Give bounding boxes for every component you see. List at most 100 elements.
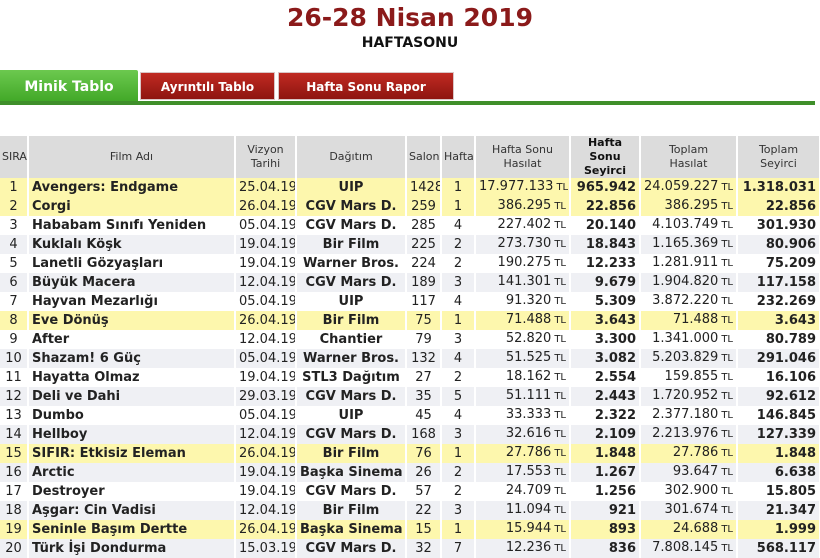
film-title-link[interactable]: Destroyer: [28, 482, 235, 501]
tab-ayrintili-tablo[interactable]: Ayrıntılı Tablo: [140, 72, 275, 100]
currency-label: TL: [554, 334, 566, 345]
distributor-link[interactable]: Bir Film: [296, 444, 406, 463]
film-title-link[interactable]: Aşgar: Cin Vadisi: [28, 501, 235, 520]
film-title-link[interactable]: Kuklalı Köşk: [28, 235, 235, 254]
film-title-link[interactable]: Dumbo: [28, 406, 235, 425]
distributor-link[interactable]: Başka Sinema: [296, 463, 406, 482]
distributor-link[interactable]: Başka Sinema: [296, 520, 406, 539]
weekend-admissions-cell: 2.443: [570, 387, 640, 406]
currency-label: TL: [721, 334, 733, 345]
film-title-link[interactable]: Büyük Macera: [28, 273, 235, 292]
week-cell: 3: [441, 330, 475, 349]
film-title-link[interactable]: Lanetli Gözyaşları: [28, 254, 235, 273]
tab-minik-tablo[interactable]: Minik Tablo: [0, 70, 138, 104]
distributor-link[interactable]: UIP: [296, 292, 406, 311]
screens-cell: 26: [406, 463, 441, 482]
col-header-film[interactable]: Film Adı: [28, 136, 236, 178]
weekend-gross-cell: 91.320 TL: [475, 292, 570, 311]
distributor-link[interactable]: UIP: [296, 406, 406, 425]
col-header-distributor[interactable]: Dağıtım: [296, 136, 407, 178]
total-gross-cell: 7.808.145 TL: [640, 539, 737, 558]
rank-cell: 7: [0, 292, 28, 311]
weekend-admissions-cell: 3.082: [570, 349, 640, 368]
screens-cell: 225: [406, 235, 441, 254]
week-cell: 2: [441, 235, 475, 254]
film-title-link[interactable]: Seninle Başım Dertte: [28, 520, 235, 539]
col-header-weekend-gross[interactable]: Hafta Sonu Hasılat: [475, 136, 571, 178]
table-row: 14 Hellboy 12.04.19 CGV Mars D. 168 3 32.616 TL…: [0, 425, 820, 444]
currency-label: TL: [721, 182, 734, 193]
film-title-link[interactable]: Hellboy: [28, 425, 235, 444]
weekend-admissions-cell: 18.843: [570, 235, 640, 254]
total-gross-cell: 302.900 TL: [640, 482, 737, 501]
currency-label: TL: [721, 277, 733, 288]
currency-label: TL: [721, 372, 733, 383]
distributor-link[interactable]: Chantier: [296, 330, 406, 349]
distributor-link[interactable]: CGV Mars D.: [296, 482, 406, 501]
film-title-link[interactable]: Hayatta Olmaz: [28, 368, 235, 387]
weekend-admissions-cell: 836: [570, 539, 640, 558]
distributor-link[interactable]: CGV Mars D.: [296, 387, 406, 406]
distributor-link[interactable]: Bir Film: [296, 235, 406, 254]
rank-cell: 19: [0, 520, 28, 539]
weekend-gross-cell: 386.295 TL: [475, 197, 570, 216]
weekend-admissions-cell: 3.643: [570, 311, 640, 330]
film-title-link[interactable]: Shazam! 6 Güç: [28, 349, 235, 368]
col-header-total-gross[interactable]: Toplam Hasılat: [640, 136, 738, 178]
release-date-cell: 26.04.19: [235, 197, 296, 216]
screens-cell: 79: [406, 330, 441, 349]
distributor-link[interactable]: UIP: [296, 178, 406, 197]
distributor-link[interactable]: Warner Bros.: [296, 254, 406, 273]
tab-hafta-sonu-rapor[interactable]: Hafta Sonu Rapor: [278, 72, 454, 100]
total-gross-cell: 159.855 TL: [640, 368, 737, 387]
film-title-link[interactable]: Avengers: Endgame: [28, 178, 235, 197]
weekend-gross-cell: 227.402 TL: [475, 216, 570, 235]
film-title-link[interactable]: Corgi: [28, 197, 235, 216]
distributor-link[interactable]: CGV Mars D.: [296, 216, 406, 235]
col-header-rank[interactable]: SIRA: [0, 136, 29, 178]
distributor-link[interactable]: STL3 Dağıtım: [296, 368, 406, 387]
total-gross-cell: 93.647 TL: [640, 463, 737, 482]
total-gross-cell: 386.295 TL: [640, 197, 737, 216]
distributor-link[interactable]: Bir Film: [296, 311, 406, 330]
film-title-link[interactable]: Hayvan Mezarlığı: [28, 292, 235, 311]
currency-label: TL: [721, 220, 733, 231]
distributor-link[interactable]: Warner Bros.: [296, 349, 406, 368]
col-header-week[interactable]: Hafta: [441, 136, 476, 178]
table-body: 1 Avengers: Endgame 25.04.19 UIP 1428 1 17.977…: [0, 178, 820, 558]
week-cell: 1: [441, 311, 475, 330]
film-title-link[interactable]: Türk İşi Dondurma: [28, 539, 235, 558]
film-title-link[interactable]: Arctic: [28, 463, 235, 482]
col-header-weekend-admissions[interactable]: Hafta Sonu Seyirci: [570, 136, 641, 178]
distributor-link[interactable]: CGV Mars D.: [296, 273, 406, 292]
distributor-link[interactable]: CGV Mars D.: [296, 197, 406, 216]
film-title-link[interactable]: Deli ve Dahi: [28, 387, 235, 406]
total-gross-cell: 24.059.227 TL: [640, 178, 737, 197]
total-admissions-cell: 127.339: [737, 425, 820, 444]
total-gross-cell: 301.674 TL: [640, 501, 737, 520]
col-header-release[interactable]: Vizyon Tarihi: [235, 136, 297, 178]
table-row: 3 Hababam Sınıfı Yeniden 05.04.19 CGV Mars …: [0, 216, 820, 235]
weekend-admissions-cell: 893: [570, 520, 640, 539]
film-title-link[interactable]: After: [28, 330, 235, 349]
table-row: 13 Dumbo 05.04.19 UIP 45 4 33.333 TL 2.322 2.377.…: [0, 406, 820, 425]
rank-cell: 9: [0, 330, 28, 349]
distributor-link[interactable]: CGV Mars D.: [296, 425, 406, 444]
rank-cell: 1: [0, 178, 28, 197]
weekend-gross-cell: 24.709 TL: [475, 482, 570, 501]
distributor-link[interactable]: Bir Film: [296, 501, 406, 520]
film-title-link[interactable]: Eve Dönüş: [28, 311, 235, 330]
week-cell: 1: [441, 197, 475, 216]
release-date-cell: 26.04.19: [235, 520, 296, 539]
distributor-link[interactable]: CGV Mars D.: [296, 539, 406, 558]
col-header-total-admissions[interactable]: Toplam Seyirci: [737, 136, 820, 178]
table-row: 11 Hayatta Olmaz 19.04.19 STL3 Dağıtım 27 2 18…: [0, 368, 820, 387]
currency-label: TL: [554, 524, 566, 535]
week-cell: 1: [441, 444, 475, 463]
col-header-screens[interactable]: Salon: [406, 136, 442, 178]
screens-cell: 189: [406, 273, 441, 292]
weekend-admissions-cell: 9.679: [570, 273, 640, 292]
film-title-link[interactable]: Hababam Sınıfı Yeniden: [28, 216, 235, 235]
film-title-link[interactable]: SIFIR: Etkisiz Eleman: [28, 444, 235, 463]
week-cell: 3: [441, 501, 475, 520]
